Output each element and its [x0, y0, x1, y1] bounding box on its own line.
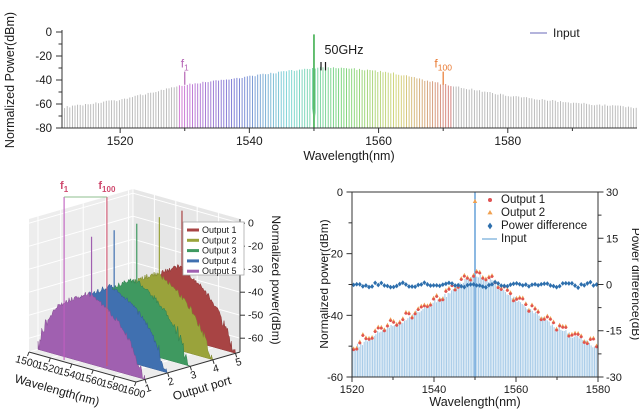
svg-text:-30: -30 — [606, 372, 622, 384]
svg-text:Output 5: Output 5 — [202, 266, 237, 276]
svg-text:f1: f1 — [60, 180, 69, 194]
svg-text:5: 5 — [234, 356, 243, 369]
svg-text:1580: 1580 — [586, 384, 610, 396]
svg-text:-80: -80 — [35, 123, 52, 135]
annotations: f1 f100 50GHz — [181, 43, 452, 85]
svg-text:-60: -60 — [248, 333, 263, 345]
output-comparison-chart: 0 -20 -40 -60 1520 1540 1560 1580 30 15 0 -15 -30 Wav… — [317, 170, 639, 415]
svg-text:Input: Input — [501, 233, 527, 245]
y-axis-label: Normalized Power(dBm) — [3, 12, 17, 148]
svg-text:-20: -20 — [248, 241, 263, 253]
left-y-axis-label: Normalized power(dBm) — [320, 219, 331, 348]
svg-text:1540: 1540 — [236, 134, 263, 148]
svg-text:1560: 1560 — [504, 384, 528, 396]
svg-text:Output 1: Output 1 — [501, 194, 545, 206]
output-waterfall-chart: f1 f100 0 -20 -30 -40 -50 -60 Normalized power(d… — [0, 170, 330, 415]
svg-text:f1: f1 — [181, 57, 189, 73]
svg-text:Input: Input — [553, 26, 580, 40]
svg-text:15: 15 — [606, 233, 618, 245]
svg-text:-50: -50 — [248, 310, 263, 322]
svg-text:1560: 1560 — [365, 134, 392, 148]
svg-text:Output 4: Output 4 — [202, 256, 237, 266]
svg-text:f100: f100 — [434, 57, 452, 73]
svg-text:Output 1: Output 1 — [202, 225, 237, 235]
y-axis-label: Output port — [171, 373, 233, 403]
svg-text:Output 3: Output 3 — [202, 246, 237, 256]
svg-text:4: 4 — [212, 362, 221, 375]
svg-text:0: 0 — [46, 27, 52, 39]
axes: 0 -20 -40 -60 -80 1520 1540 1560 1580 Wavelength(… — [3, 12, 637, 163]
svg-text:1: 1 — [144, 382, 153, 395]
input-spectrum-chart: 0 -20 -40 -60 -80 1520 1540 1560 1580 Wavelength(… — [0, 0, 639, 175]
output-spectra — [37, 210, 236, 380]
svg-text:0: 0 — [337, 187, 343, 199]
pump-line — [309, 34, 318, 128]
svg-text:-20: -20 — [327, 249, 343, 261]
svg-text:-60: -60 — [35, 99, 52, 111]
comb-lines — [64, 66, 637, 128]
svg-text:f100: f100 — [98, 180, 116, 194]
svg-text:1540: 1540 — [422, 384, 446, 396]
spacing-label: 50GHz — [325, 43, 364, 57]
z-axis-label: Normalized power(dBm) — [269, 215, 283, 344]
svg-text:1600: 1600 — [121, 383, 147, 401]
input-spectrum-svg: 0 -20 -40 -60 -80 1520 1540 1560 1580 Wavelength(… — [3, 12, 637, 163]
svg-text:1520: 1520 — [107, 134, 134, 148]
svg-text:Output 2: Output 2 — [501, 207, 545, 219]
svg-text:1520: 1520 — [340, 384, 364, 396]
svg-text:-40: -40 — [327, 310, 343, 322]
svg-text:0: 0 — [606, 280, 612, 292]
svg-text:-40: -40 — [248, 287, 263, 299]
svg-text:-20: -20 — [35, 51, 52, 63]
svg-text:-40: -40 — [35, 75, 52, 87]
svg-text:-60: -60 — [327, 372, 343, 384]
svg-text:-30: -30 — [248, 264, 263, 276]
svg-text:Power difference: Power difference — [501, 220, 587, 232]
x-axis-label: Wavelength(nm) — [303, 149, 394, 163]
svg-text:1580: 1580 — [494, 134, 521, 148]
power-difference-trace — [351, 279, 599, 291]
legend: Input — [530, 26, 580, 40]
right-y-axis-label: Power difference(dB) — [629, 228, 639, 341]
svg-text:Output 2: Output 2 — [202, 235, 237, 245]
svg-text:3: 3 — [189, 369, 198, 382]
waterfall-svg: f1 f100 0 -20 -30 -40 -50 -60 Normalized power(d… — [13, 180, 283, 409]
x-axis-label: Wavelength(nm) — [429, 395, 520, 409]
svg-text:30: 30 — [606, 187, 618, 199]
svg-text:-15: -15 — [606, 326, 622, 338]
f-markers: f1 f100 — [60, 180, 116, 366]
svg-text:0: 0 — [248, 218, 254, 230]
svg-text:2: 2 — [166, 375, 175, 388]
